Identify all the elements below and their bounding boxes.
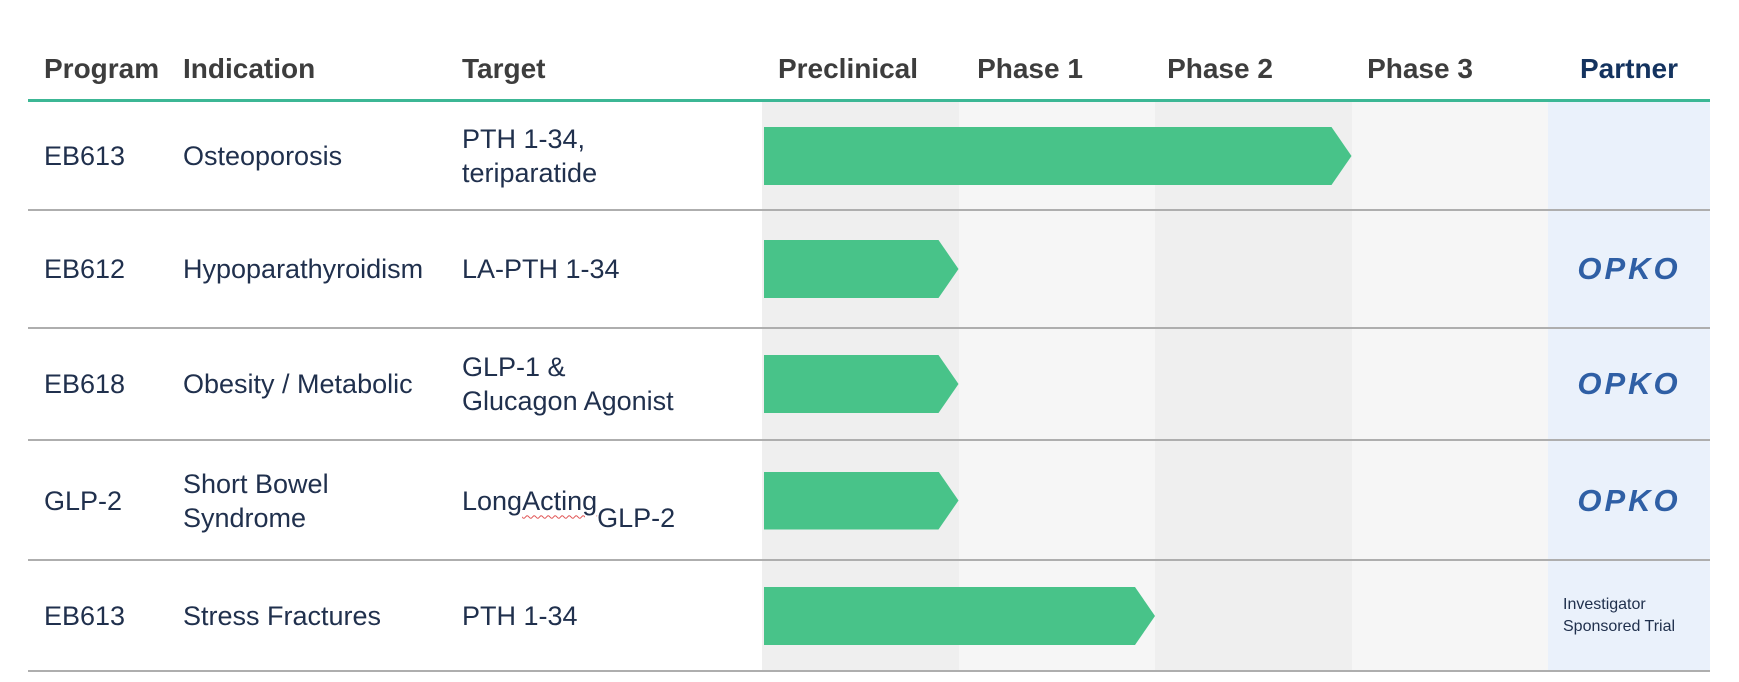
partner-cell: OPKO <box>1548 210 1710 328</box>
partner-cell: OPKO <box>1548 440 1710 561</box>
target-cell: GLP-1 & Glucagon Agonist <box>462 352 674 416</box>
target-text-part: GLP-2 <box>597 502 676 533</box>
partner-cell-investigator-sponsored-trial: Investigator Sponsored Trial <box>1563 596 1676 635</box>
column-header-partner: Partner <box>1579 53 1679 84</box>
indication-cell: Osteoporosis <box>183 141 343 171</box>
pipeline-row-eb618-obesity-metabolic: EB618 Obesity / Metabolic GLP-1 & Glucag… <box>0 328 1739 440</box>
partner-column-background <box>1548 102 1710 672</box>
progress-arrow <box>764 240 959 298</box>
row-divider <box>28 559 1710 561</box>
progress-arrow <box>764 472 959 530</box>
column-header-phase2: Phase 2 <box>1167 53 1273 84</box>
target-cell: PTH 1-34 <box>462 601 578 631</box>
pipeline-row-eb613-stress-fractures: EB613 Stress Fractures PTH 1-34 Investig… <box>0 561 1739 671</box>
target-text-part: Long <box>462 485 523 516</box>
partner-cell-empty <box>1548 102 1710 210</box>
column-header-program: Program <box>44 53 160 84</box>
row-divider <box>28 327 1710 329</box>
row-divider <box>28 439 1710 441</box>
row-divider <box>28 209 1710 211</box>
target-cell: Long Acting GLP-2 <box>462 440 702 561</box>
program-cell: EB613 <box>44 141 126 171</box>
column-header-phase1: Phase 1 <box>977 53 1083 84</box>
spellcheck-squiggle-word: Acting <box>522 485 598 516</box>
opko-logo: OPKO <box>1577 366 1681 401</box>
partner-cell: OPKO <box>1548 328 1710 440</box>
column-header-indication: Indication <box>183 53 316 84</box>
column-header-phase3: Phase 3 <box>1367 53 1473 84</box>
indication-cell: Short Bowel Syndrome <box>183 468 329 533</box>
phase-band-phase-3 <box>1351 102 1548 672</box>
program-cell: GLP-2 <box>44 485 123 516</box>
pipeline-row-eb612-hypoparathyroidism: EB612 Hypoparathyroidism LA-PTH 1-34 OPK… <box>0 210 1739 328</box>
column-header-preclinical: Preclinical <box>777 53 919 84</box>
progress-arrow <box>764 355 959 413</box>
pipeline-row-eb613-osteoporosis: EB613 Osteoporosis PTH 1-34, teriparatid… <box>0 102 1739 210</box>
program-cell: EB612 <box>44 254 126 284</box>
progress-arrow <box>764 127 1352 185</box>
indication-cell: Obesity / Metabolic <box>183 369 413 399</box>
target-cell: PTH 1-34, teriparatide <box>462 124 598 188</box>
program-cell: EB618 <box>44 369 126 399</box>
indication-cell: Stress Fractures <box>183 601 382 631</box>
opko-logo: OPKO <box>1577 482 1681 518</box>
progress-arrow <box>764 587 1155 645</box>
program-cell: EB613 <box>44 601 126 631</box>
target-cell: LA-PTH 1-34 <box>462 254 620 284</box>
indication-cell: Hypoparathyroidism <box>183 254 424 284</box>
header-underline <box>28 99 1710 102</box>
phase-band-phase-2 <box>1155 102 1352 672</box>
opko-logo: OPKO <box>1577 251 1681 286</box>
table-bottom-border <box>28 670 1710 672</box>
phase-band-phase-1 <box>958 102 1155 672</box>
column-header-target: Target <box>462 53 546 84</box>
pipeline-row-glp2-short-bowel-syndrome: GLP-2 Short Bowel Syndrome Long Acting G… <box>0 440 1739 561</box>
